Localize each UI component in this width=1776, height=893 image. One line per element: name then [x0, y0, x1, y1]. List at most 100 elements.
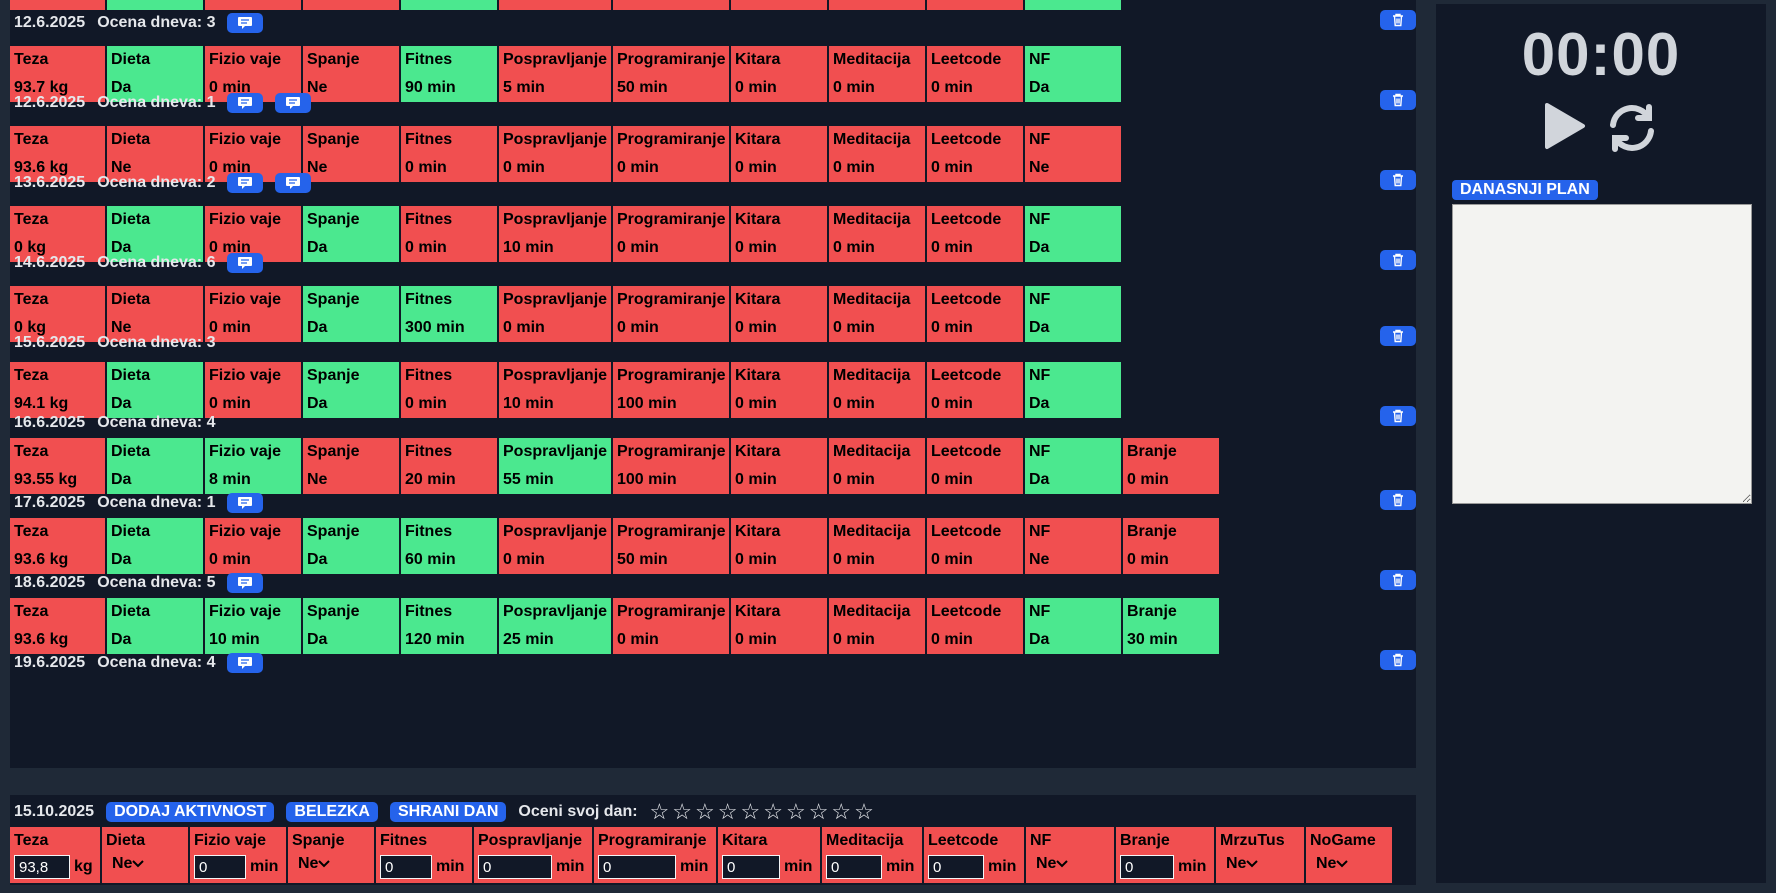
activity-cell: Kitara 0 min [731, 46, 829, 102]
note-button[interactable]: BELEZKA [286, 802, 378, 822]
field-select[interactable]: Ne [1036, 855, 1110, 873]
activity-value: Da [111, 239, 132, 256]
reset-icon[interactable] [1605, 101, 1659, 160]
trash-icon[interactable] [1380, 570, 1416, 590]
activity-cell: Dieta Da [107, 46, 205, 102]
activity-label: Branje [1127, 603, 1177, 620]
activity-label: Spanje [307, 51, 360, 68]
field-input[interactable] [826, 855, 882, 879]
activity-cell: Spanje Ne [303, 126, 401, 182]
star-icon[interactable]: ☆ [854, 799, 874, 824]
trash-icon[interactable] [1380, 10, 1416, 30]
field-select[interactable]: Ne [1226, 855, 1300, 873]
activity-value: 0 min [405, 395, 447, 412]
trash-icon[interactable] [1380, 90, 1416, 110]
star-icon[interactable]: ☆ [785, 799, 806, 824]
activity-label: Pospravljanje [503, 291, 608, 308]
field-input[interactable] [194, 855, 246, 879]
trash-icon[interactable] [1380, 170, 1416, 190]
activity-cell: Dieta Da [107, 362, 205, 418]
activity-value: 60 min [405, 551, 456, 568]
activity-label: Spanje [307, 131, 360, 148]
activity-cell: Branje 0 min [1123, 438, 1221, 494]
star-icon[interactable]: ☆ [695, 799, 715, 824]
activity-label: Leetcode [931, 523, 1002, 540]
field-label: Spanje [292, 832, 345, 849]
save-day-button[interactable]: SHRANI DAN [389, 802, 507, 822]
activity-value: 0 min [931, 551, 973, 568]
activity-label: Meditacija [833, 211, 911, 228]
activity-label: Leetcode [931, 367, 1002, 384]
activity-cell: Fitnes 0 min [401, 206, 499, 262]
star-icon[interactable]: ☆ [672, 799, 693, 824]
activity-cell: Pospravljanje 10 min [499, 362, 613, 418]
star-icon[interactable]: ☆ [717, 799, 738, 824]
field-input[interactable] [1120, 855, 1174, 879]
activity-value: Da [307, 239, 328, 256]
trash-icon[interactable] [1380, 490, 1416, 510]
add-activity-button[interactable]: DODAJ AKTIVNOST [106, 802, 275, 822]
activity-cell: Dieta Ne [107, 126, 205, 182]
note-icon[interactable] [227, 13, 264, 33]
field-label: Pospravljanje [478, 832, 583, 849]
note-icon[interactable] [227, 653, 264, 673]
activity-value: 20 min [405, 471, 456, 488]
field-select[interactable]: Ne [298, 855, 370, 873]
field-label: Teza [14, 832, 49, 849]
note-icon[interactable] [227, 573, 264, 593]
activity-cell: Fizio vaje 0 min [205, 126, 303, 182]
trash-icon[interactable] [1380, 250, 1416, 270]
row-date: 19.6.2025 [14, 654, 86, 671]
plan-textarea[interactable] [1452, 204, 1752, 504]
activity-value: 0 min [209, 319, 251, 336]
star-icon[interactable]: ☆ [808, 799, 829, 824]
activity-label: Leetcode [931, 211, 1002, 228]
play-icon[interactable] [1543, 101, 1587, 160]
activity-label: Pospravljanje [503, 523, 608, 540]
activity-cell: Dieta Ne [107, 286, 205, 342]
activity-label: Teza [14, 603, 49, 620]
activity-value: 120 min [405, 631, 465, 648]
star-icon[interactable]: ☆ [831, 799, 852, 824]
activity-cell: Dieta Da [107, 518, 205, 574]
plan-label: DANASNJI PLAN [1452, 180, 1598, 200]
trash-icon[interactable] [1380, 406, 1416, 426]
star-icon[interactable]: ☆ [763, 799, 783, 824]
activity-cell: Fitnes 20 min [401, 438, 499, 494]
activity-cell: Pospravljanje 0 min [499, 126, 613, 182]
activity-cell: Dieta Da [107, 206, 205, 262]
trash-icon[interactable] [1380, 326, 1416, 346]
field-select[interactable]: Ne [1316, 855, 1388, 873]
trash-icon[interactable] [1380, 650, 1416, 670]
activity-label: Fizio vaje [209, 523, 282, 540]
activity-value: 0 min [833, 631, 875, 648]
star-icon[interactable]: ☆ [740, 799, 761, 824]
activity-label: Teza [14, 523, 49, 540]
activity-label: Leetcode [931, 603, 1002, 620]
activity-label: Teza [14, 51, 49, 68]
note-icon[interactable] [227, 493, 264, 513]
activity-value: 93.6 kg [14, 631, 69, 648]
field-input[interactable] [722, 855, 780, 879]
star-rating[interactable]: ☆ ☆ ☆ ☆ ☆ ☆ ☆ ☆ ☆ ☆ [650, 799, 874, 825]
note-icon[interactable] [227, 253, 264, 273]
activity-label: Kitara [735, 603, 781, 620]
star-icon[interactable]: ☆ [649, 799, 670, 824]
activity-value: 0 min [735, 631, 777, 648]
note-icon[interactable] [227, 93, 264, 113]
field-input[interactable] [928, 855, 984, 879]
right-panel: 00:00 DANASNJI PLAN [1436, 4, 1766, 883]
field-input[interactable] [598, 855, 676, 879]
note-icon[interactable] [275, 93, 312, 113]
day-row-header: 15.6.2025 Ocena dneva: 3 [14, 326, 1416, 356]
field-input[interactable] [14, 855, 70, 879]
field-label: Branje [1120, 832, 1170, 849]
note-icon[interactable] [275, 173, 312, 193]
field-select[interactable]: Ne [112, 855, 184, 873]
field-input[interactable] [380, 855, 432, 879]
activity-value: 0 min [735, 239, 777, 256]
field-input[interactable] [478, 855, 552, 879]
activity-cell: Kitara 0 min [731, 518, 829, 574]
activity-label: Leetcode [931, 443, 1002, 460]
note-icon[interactable] [227, 173, 264, 193]
